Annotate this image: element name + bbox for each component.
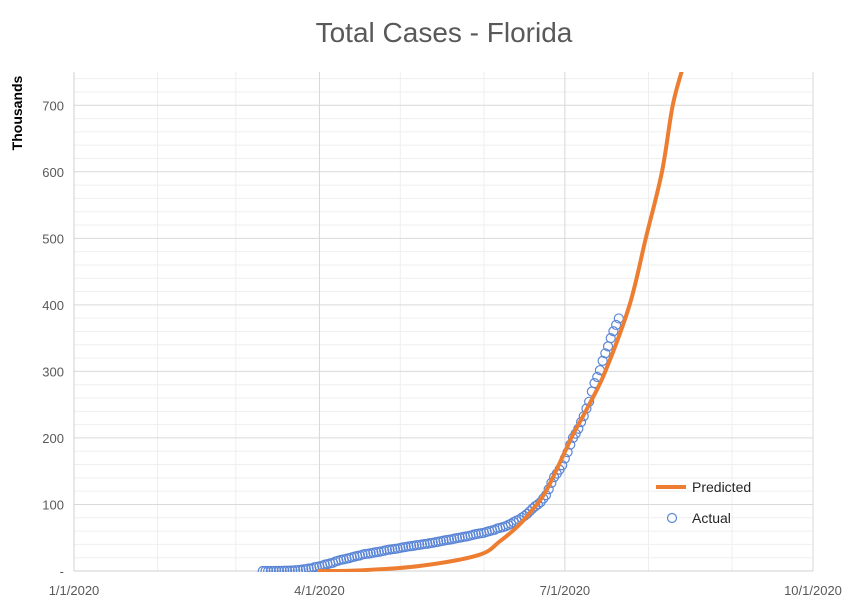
actual-point [284, 565, 295, 572]
y-tick-label: 600 [42, 165, 64, 180]
legend-actual-label: Actual [692, 510, 731, 526]
actual-point [268, 565, 279, 572]
actual-point [273, 565, 285, 572]
y-tick-label: 200 [42, 431, 64, 446]
actual-point [257, 565, 268, 572]
x-tick-label: 7/1/2020 [540, 583, 591, 598]
y-axis-ticks: - 100 200 300 400 500 600 700 [42, 98, 64, 579]
actual-point [611, 319, 622, 331]
actual-point [532, 499, 543, 510]
actual-point [605, 333, 616, 344]
legend: Predicted Actual [656, 479, 751, 526]
x-tick-label: 10/1/2020 [784, 583, 842, 598]
x-axis-ticks: 1/1/2020 4/1/2020 7/1/2020 10/1/2020 [49, 583, 842, 598]
chart-title: Total Cases - Florida [316, 17, 573, 48]
y-tick-label: 500 [42, 231, 64, 246]
y-tick-label: 700 [42, 98, 64, 113]
y-tick-label: 400 [42, 298, 64, 313]
actual-point [271, 565, 282, 572]
y-tick-label: - [60, 564, 64, 579]
actual-point [505, 518, 517, 529]
actual-point [600, 348, 611, 359]
x-tick-label: 1/1/2020 [49, 583, 100, 598]
actual-point [279, 565, 290, 572]
actual-point [260, 565, 271, 572]
actual-point [508, 516, 519, 528]
y-tick-label: 100 [42, 497, 64, 512]
predicted-line [317, 72, 684, 572]
actual-point [597, 355, 608, 366]
x-tick-label: 4/1/2020 [294, 583, 345, 598]
actual-point [276, 565, 287, 572]
legend-predicted-label: Predicted [692, 479, 751, 495]
actual-point [608, 326, 619, 337]
actual-point [303, 563, 314, 572]
actual-point [281, 565, 293, 572]
y-axis-label: Thousands [9, 75, 25, 150]
legend-actual-marker [666, 512, 678, 524]
y-tick-label: 300 [42, 364, 64, 379]
actual-point [263, 565, 274, 572]
actual-point [290, 565, 301, 572]
actual-point [265, 565, 276, 572]
gridlines [73, 72, 814, 571]
